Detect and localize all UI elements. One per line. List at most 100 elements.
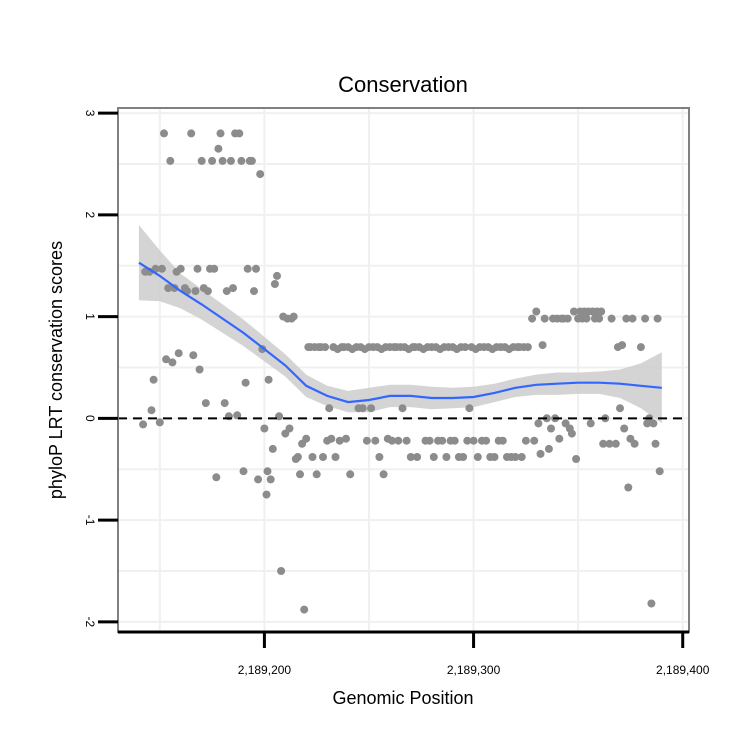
data-point xyxy=(157,264,166,273)
data-point xyxy=(498,436,507,445)
data-point xyxy=(243,264,252,273)
data-point xyxy=(277,567,286,575)
data-point xyxy=(266,475,275,484)
smooth-fit-line xyxy=(138,261,662,404)
data-point xyxy=(331,453,340,461)
data-point xyxy=(611,439,620,448)
data-point xyxy=(622,314,631,323)
data-point xyxy=(312,470,321,479)
data-point xyxy=(624,483,633,492)
data-point xyxy=(469,436,478,445)
confidence-ribbon xyxy=(138,225,662,424)
data-point xyxy=(268,444,277,453)
data-point xyxy=(616,404,624,413)
data-point xyxy=(289,312,298,321)
data-point xyxy=(260,424,269,433)
data-point xyxy=(572,455,581,463)
data-point xyxy=(459,453,468,461)
data-point xyxy=(394,436,403,445)
data-point xyxy=(620,424,629,433)
data-point xyxy=(398,404,407,413)
data-point xyxy=(256,170,265,179)
smooth-line xyxy=(138,261,662,404)
data-point xyxy=(607,314,616,323)
data-point xyxy=(605,439,614,448)
data-point xyxy=(555,434,564,443)
data-point xyxy=(651,439,660,448)
data-point xyxy=(208,156,217,165)
data-point xyxy=(517,453,526,461)
data-point xyxy=(285,424,294,433)
data-point xyxy=(222,287,231,296)
data-point xyxy=(147,406,156,415)
data-point xyxy=(250,287,258,296)
data-point xyxy=(193,264,202,273)
data-point xyxy=(166,156,175,165)
data-point xyxy=(160,129,168,138)
y-tick-label: 0 xyxy=(83,415,97,422)
data-point xyxy=(636,343,645,352)
data-point xyxy=(346,470,355,479)
data-point xyxy=(254,475,263,484)
data-point xyxy=(212,473,221,482)
data-point xyxy=(567,429,576,438)
data-point xyxy=(450,436,459,445)
data-point xyxy=(220,399,229,408)
data-point xyxy=(528,314,537,323)
data-point xyxy=(241,378,250,387)
data-point xyxy=(139,420,148,429)
data-point xyxy=(296,470,304,479)
data-point xyxy=(406,453,415,461)
data-point xyxy=(547,424,555,433)
data-point xyxy=(647,599,656,608)
data-point xyxy=(168,358,177,367)
data-point xyxy=(197,156,206,165)
data-point xyxy=(649,419,658,428)
data-point xyxy=(402,436,411,445)
data-point xyxy=(523,343,532,352)
data-point xyxy=(442,453,451,461)
data-point xyxy=(536,449,545,458)
data-point xyxy=(465,404,474,413)
y-tick-label: -2 xyxy=(83,616,97,627)
data-point xyxy=(262,490,271,499)
data-point xyxy=(214,144,223,153)
data-point xyxy=(218,156,227,165)
y-axis-title: phyloP LRT conservation scores xyxy=(46,241,66,499)
data-point xyxy=(413,453,422,461)
data-point xyxy=(641,314,650,323)
x-axis-title: Genomic Position xyxy=(332,688,473,708)
data-point xyxy=(270,280,279,288)
data-point xyxy=(367,404,376,413)
data-point xyxy=(308,453,317,461)
data-point xyxy=(362,436,371,445)
data-point xyxy=(630,439,639,448)
data-point xyxy=(176,264,185,273)
grid-lines xyxy=(118,108,689,632)
y-tick-label: -1 xyxy=(83,515,97,526)
data-point xyxy=(149,375,158,384)
data-point xyxy=(563,314,572,323)
data-point xyxy=(463,436,472,445)
data-point xyxy=(540,314,549,323)
data-point xyxy=(532,307,541,316)
data-point xyxy=(216,129,225,138)
data-point xyxy=(239,467,248,476)
confidence-band xyxy=(138,225,662,424)
data-point xyxy=(599,439,608,448)
data-point xyxy=(388,436,396,445)
y-tick-label: 3 xyxy=(83,110,97,117)
data-point xyxy=(237,156,246,165)
data-point xyxy=(595,314,604,323)
data-point xyxy=(521,436,530,445)
data-point xyxy=(490,453,499,461)
data-point xyxy=(530,436,539,445)
data-point xyxy=(203,287,212,296)
data-point xyxy=(229,284,237,293)
chart-title: Conservation xyxy=(338,72,468,97)
data-points xyxy=(139,129,664,614)
data-point xyxy=(321,343,330,352)
data-point xyxy=(342,434,350,443)
data-point xyxy=(273,271,281,280)
data-point xyxy=(195,365,204,374)
